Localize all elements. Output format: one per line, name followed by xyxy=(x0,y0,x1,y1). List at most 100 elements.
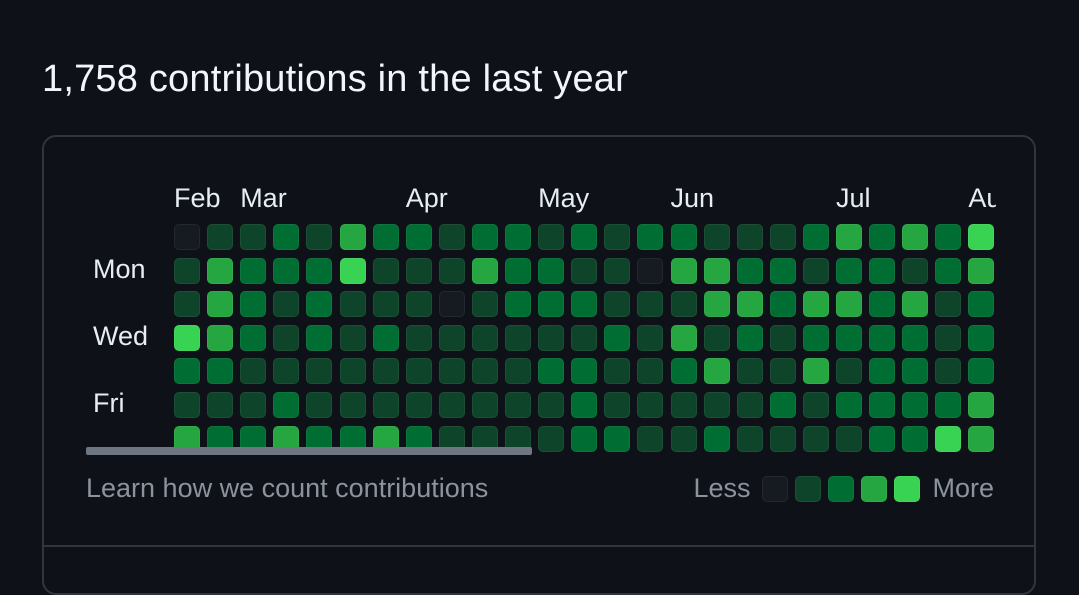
contribution-day-cell[interactable] xyxy=(571,324,598,351)
contribution-day-cell[interactable] xyxy=(902,224,929,250)
contribution-day-cell[interactable] xyxy=(703,324,730,351)
contribution-day-cell[interactable] xyxy=(174,224,200,250)
contribution-day-cell[interactable] xyxy=(604,392,631,418)
contribution-day-cell[interactable] xyxy=(405,224,432,250)
contribution-day-cell[interactable] xyxy=(339,392,366,418)
contribution-day-cell[interactable] xyxy=(802,358,829,385)
contribution-day-cell[interactable] xyxy=(339,224,366,250)
contribution-day-cell[interactable] xyxy=(604,358,631,385)
contribution-day-cell[interactable] xyxy=(405,392,432,418)
contribution-day-cell[interactable] xyxy=(869,257,896,284)
contribution-day-cell[interactable] xyxy=(736,425,763,452)
contribution-day-cell[interactable] xyxy=(538,358,565,385)
contribution-day-cell[interactable] xyxy=(703,392,730,418)
contribution-day-cell[interactable] xyxy=(968,257,995,284)
contribution-day-cell[interactable] xyxy=(637,392,664,418)
contribution-day-cell[interactable] xyxy=(670,324,697,351)
contribution-day-cell[interactable] xyxy=(670,224,697,250)
contribution-day-cell[interactable] xyxy=(438,257,465,284)
contribution-day-cell[interactable] xyxy=(306,224,333,250)
contribution-day-cell[interactable] xyxy=(935,257,962,284)
contribution-day-cell[interactable] xyxy=(405,324,432,351)
contribution-day-cell[interactable] xyxy=(836,425,862,452)
contribution-day-cell[interactable] xyxy=(273,257,300,284)
contribution-day-cell[interactable] xyxy=(604,291,631,318)
contribution-day-cell[interactable] xyxy=(538,291,565,318)
contribution-day-cell[interactable] xyxy=(339,257,366,284)
contribution-day-cell[interactable] xyxy=(836,291,862,318)
contribution-day-cell[interactable] xyxy=(505,358,531,385)
contribution-day-cell[interactable] xyxy=(372,392,399,418)
contribution-day-cell[interactable] xyxy=(769,358,796,385)
contribution-day-cell[interactable] xyxy=(935,224,962,250)
contribution-day-cell[interactable] xyxy=(438,291,465,318)
contribution-day-cell[interactable] xyxy=(505,392,531,418)
contribution-day-cell[interactable] xyxy=(637,324,664,351)
contribution-day-cell[interactable] xyxy=(207,257,234,284)
contribution-day-cell[interactable] xyxy=(571,291,598,318)
contribution-day-cell[interactable] xyxy=(306,392,333,418)
contribution-day-cell[interactable] xyxy=(438,392,465,418)
contribution-day-cell[interactable] xyxy=(538,324,565,351)
contribution-day-cell[interactable] xyxy=(968,392,995,418)
contribution-day-cell[interactable] xyxy=(802,324,829,351)
contribution-day-cell[interactable] xyxy=(769,392,796,418)
horizontal-scrollbar[interactable] xyxy=(86,447,532,455)
contribution-day-cell[interactable] xyxy=(273,392,300,418)
contribution-day-cell[interactable] xyxy=(802,392,829,418)
contribution-day-cell[interactable] xyxy=(438,224,465,250)
contribution-day-cell[interactable] xyxy=(372,291,399,318)
learn-contributions-link[interactable]: Learn how we count contributions xyxy=(86,473,489,503)
contribution-day-cell[interactable] xyxy=(571,425,598,452)
contribution-day-cell[interactable] xyxy=(240,291,267,318)
contribution-day-cell[interactable] xyxy=(637,257,664,284)
contribution-day-cell[interactable] xyxy=(869,224,896,250)
contribution-day-cell[interactable] xyxy=(339,291,366,318)
contribution-day-cell[interactable] xyxy=(670,425,697,452)
contribution-day-cell[interactable] xyxy=(174,358,200,385)
contribution-day-cell[interactable] xyxy=(273,358,300,385)
contribution-day-cell[interactable] xyxy=(902,425,929,452)
contribution-day-cell[interactable] xyxy=(703,257,730,284)
contribution-day-cell[interactable] xyxy=(207,291,234,318)
contribution-day-cell[interactable] xyxy=(836,392,862,418)
contribution-day-cell[interactable] xyxy=(836,358,862,385)
contribution-day-cell[interactable] xyxy=(405,358,432,385)
contribution-day-cell[interactable] xyxy=(505,291,531,318)
contribution-day-cell[interactable] xyxy=(339,358,366,385)
contribution-day-cell[interactable] xyxy=(935,358,962,385)
contribution-day-cell[interactable] xyxy=(339,324,366,351)
contribution-day-cell[interactable] xyxy=(604,425,631,452)
contribution-day-cell[interactable] xyxy=(902,358,929,385)
contribution-day-cell[interactable] xyxy=(372,358,399,385)
contribution-day-cell[interactable] xyxy=(802,291,829,318)
contribution-day-cell[interactable] xyxy=(670,291,697,318)
contribution-day-cell[interactable] xyxy=(571,257,598,284)
contribution-day-cell[interactable] xyxy=(736,291,763,318)
contribution-day-cell[interactable] xyxy=(174,291,200,318)
contribution-day-cell[interactable] xyxy=(637,425,664,452)
contribution-day-cell[interactable] xyxy=(207,392,234,418)
contribution-day-cell[interactable] xyxy=(869,291,896,318)
contribution-day-cell[interactable] xyxy=(968,224,995,250)
contribution-day-cell[interactable] xyxy=(240,257,267,284)
contribution-graph[interactable]: Feb Mar Apr May Jun Jul Au Mon Wed Fri xyxy=(86,175,996,460)
contribution-day-cell[interactable] xyxy=(736,224,763,250)
contribution-day-cell[interactable] xyxy=(174,324,200,351)
contribution-day-cell[interactable] xyxy=(571,358,598,385)
contribution-day-cell[interactable] xyxy=(836,224,862,250)
contribution-day-cell[interactable] xyxy=(273,291,300,318)
contribution-day-cell[interactable] xyxy=(505,257,531,284)
contribution-day-cell[interactable] xyxy=(240,358,267,385)
contribution-day-cell[interactable] xyxy=(372,324,399,351)
contribution-day-cell[interactable] xyxy=(207,358,234,385)
contribution-day-cell[interactable] xyxy=(240,224,267,250)
contribution-day-cell[interactable] xyxy=(935,392,962,418)
contribution-day-cell[interactable] xyxy=(703,291,730,318)
contribution-day-cell[interactable] xyxy=(902,257,929,284)
contribution-day-cell[interactable] xyxy=(405,291,432,318)
contribution-day-cell[interactable] xyxy=(769,291,796,318)
contribution-day-cell[interactable] xyxy=(405,257,432,284)
contribution-day-cell[interactable] xyxy=(471,324,498,351)
contribution-day-cell[interactable] xyxy=(637,291,664,318)
